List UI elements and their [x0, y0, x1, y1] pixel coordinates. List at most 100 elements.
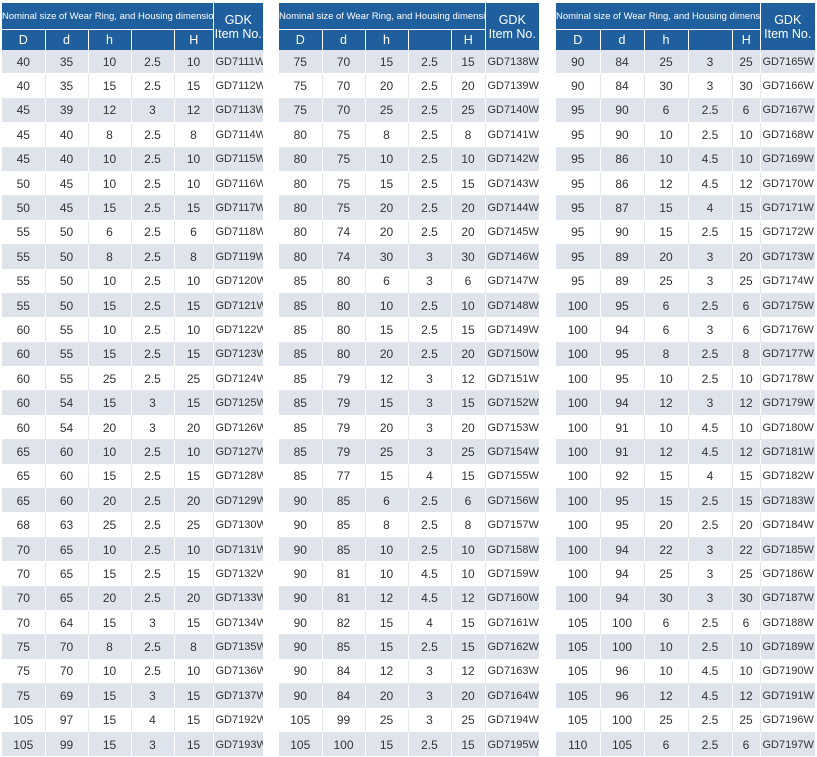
table-row: 65 60 15 2.5 15 GD7128W [2, 464, 263, 490]
cell-clearance: 4.5 [688, 683, 733, 709]
cell-item-no: GD7147W [484, 269, 539, 294]
cell-D: 75 [2, 683, 46, 709]
cell-D: 90 [279, 610, 323, 636]
cell-H: 12 [451, 659, 486, 685]
cell-H: 15 [451, 732, 486, 757]
cell-d: 94 [600, 317, 645, 343]
cell-clearance: 2.5 [131, 342, 175, 368]
col-header-h: h [365, 29, 409, 50]
cell-h: 20 [365, 415, 409, 441]
cell-D: 95 [556, 98, 601, 124]
cell-d: 55 [45, 317, 89, 343]
cell-h: 15 [365, 732, 409, 757]
cell-d: 64 [45, 610, 89, 636]
table-row: 100 94 6 3 6 GD7176W [556, 317, 815, 343]
dimensions-table-1: Nominal size of Wear Ring, and Housing d… [2, 3, 263, 757]
cell-h: 15 [88, 293, 132, 319]
cell-H: 15 [732, 488, 761, 514]
col-header-D: D [2, 29, 46, 50]
cell-D: 85 [279, 317, 323, 343]
cell-D: 105 [279, 708, 323, 733]
cell-H: 25 [732, 708, 761, 733]
table-caption: Nominal size of Wear Ring, and Housing d… [279, 3, 486, 30]
cell-H: 8 [174, 634, 214, 660]
cell-D: 75 [279, 98, 323, 124]
cell-d: 100 [322, 732, 366, 757]
cell-d: 84 [600, 73, 645, 99]
cell-D: 80 [279, 147, 323, 172]
cell-h: 15 [644, 488, 689, 514]
cell-clearance: 3 [408, 269, 452, 294]
cell-d: 70 [322, 98, 366, 124]
cell-item-no: GD7136W [212, 659, 263, 685]
cell-D: 85 [279, 464, 323, 490]
cell-clearance: 2.5 [408, 317, 452, 343]
table-row: 85 80 10 2.5 10 GD7148W [279, 293, 539, 319]
cell-d: 85 [322, 488, 366, 514]
cell-H: 15 [174, 195, 214, 221]
col-header-d: d [45, 29, 89, 50]
cell-h: 12 [365, 366, 409, 392]
table-row: 105 96 12 4.5 12 GD7191W [556, 683, 815, 709]
cell-d: 84 [322, 683, 366, 709]
cell-H: 20 [451, 415, 486, 441]
cell-item-no: GD7127W [212, 439, 263, 465]
cell-h: 15 [365, 390, 409, 416]
cell-D: 75 [2, 659, 46, 685]
cell-item-no: GD7164W [484, 683, 539, 709]
cell-D: 100 [556, 561, 601, 587]
cell-item-no: GD7122W [212, 317, 263, 343]
cell-H: 15 [174, 683, 214, 709]
cell-h: 10 [365, 293, 409, 319]
cell-h: 15 [88, 342, 132, 368]
table-row: 105 97 15 4 15 GD7192W [2, 708, 263, 733]
cell-d: 91 [600, 439, 645, 465]
cell-clearance: 2.5 [688, 732, 733, 757]
cell-clearance: 2.5 [408, 73, 452, 99]
cell-item-no: GD7189W [759, 634, 815, 660]
cell-clearance: 2.5 [408, 195, 452, 221]
cell-H: 10 [174, 50, 214, 75]
table-row: 80 75 8 2.5 8 GD7141W [279, 122, 539, 148]
cell-h: 22 [644, 537, 689, 563]
cell-item-no: GD7177W [759, 342, 815, 368]
cell-clearance: 2.5 [131, 50, 175, 75]
cell-clearance: 4.5 [688, 171, 733, 197]
gdk-item-no-header: GDK Item No. [485, 3, 539, 50]
cell-clearance: 2.5 [131, 73, 175, 99]
cell-item-no: GD7153W [484, 415, 539, 441]
table-row: 90 81 10 4.5 10 GD7159W [279, 561, 539, 587]
cell-H: 25 [174, 512, 214, 538]
cell-H: 22 [732, 537, 761, 563]
cell-H: 6 [732, 293, 761, 319]
cell-H: 6 [732, 98, 761, 124]
cell-d: 35 [45, 50, 89, 75]
cell-D: 105 [556, 683, 601, 709]
cell-D: 90 [279, 537, 323, 563]
cell-D: 90 [279, 683, 323, 709]
cell-D: 105 [2, 708, 46, 733]
table-row: 60 54 20 3 20 GD7126W [2, 415, 263, 441]
cell-H: 6 [732, 732, 761, 757]
cell-H: 20 [174, 415, 214, 441]
cell-d: 80 [322, 317, 366, 343]
cell-clearance: 2.5 [131, 195, 175, 221]
cell-D: 75 [2, 634, 46, 660]
cell-clearance: 2.5 [131, 147, 175, 172]
cell-clearance: 2.5 [408, 98, 452, 124]
cell-D: 70 [2, 537, 46, 563]
cell-clearance: 2.5 [408, 342, 452, 368]
cell-D: 105 [2, 732, 46, 757]
table-row: 85 77 15 4 15 GD7155W [279, 464, 539, 490]
cell-h: 15 [88, 732, 132, 757]
cell-H: 10 [451, 293, 486, 319]
cell-h: 10 [88, 171, 132, 197]
cell-D: 95 [556, 171, 601, 197]
cell-item-no: GD7171W [759, 195, 815, 221]
cell-d: 82 [322, 610, 366, 636]
table-row: 85 79 25 3 25 GD7154W [279, 439, 539, 465]
cell-item-no: GD7141W [484, 122, 539, 148]
cell-item-no: GD7132W [212, 561, 263, 587]
cell-H: 25 [451, 439, 486, 465]
cell-d: 100 [600, 610, 645, 636]
